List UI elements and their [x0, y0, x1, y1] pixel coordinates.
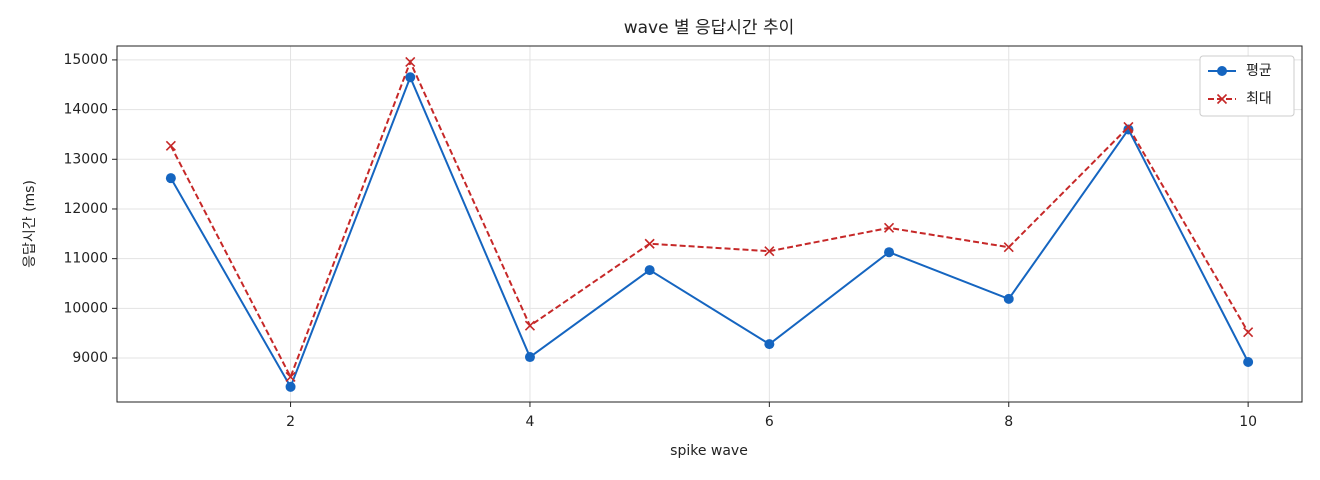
point	[644, 265, 655, 276]
y-tick-label: 11000	[63, 251, 108, 267]
point	[1123, 121, 1134, 133]
series-line	[169, 74, 1250, 390]
legend-marker	[1216, 93, 1228, 105]
point	[524, 352, 535, 363]
point	[165, 173, 176, 184]
point	[165, 140, 176, 151]
y-axis-label: 응답시간 (ms)	[22, 180, 38, 268]
x-tick-label: 8	[1004, 414, 1013, 430]
legend-label: 최대	[1246, 91, 1272, 107]
point	[524, 320, 536, 331]
point	[764, 339, 775, 350]
point	[1243, 327, 1254, 338]
y-tick-label: 13000	[63, 151, 108, 167]
point	[285, 371, 296, 382]
x-tick-label: 10	[1239, 414, 1257, 430]
chart-title: wave 별 응답시간 추이	[624, 18, 795, 38]
legend-label: 평균	[1246, 63, 1272, 79]
series-line	[169, 59, 1250, 380]
y-tick-label: 9000	[72, 350, 108, 366]
point	[405, 72, 416, 83]
y-tick-label: 10000	[63, 300, 108, 316]
x-tick-label: 4	[525, 414, 534, 430]
plot-frame	[116, 45, 1303, 403]
point	[644, 238, 655, 249]
x-tick-label: 6	[765, 414, 774, 430]
point	[405, 56, 416, 67]
x-tick-label: 2	[286, 414, 295, 430]
point	[764, 246, 775, 257]
point	[884, 247, 895, 258]
x-axis-label: spike wave	[670, 443, 748, 459]
point	[285, 381, 296, 392]
y-tick-label: 14000	[63, 102, 108, 118]
point	[1243, 357, 1254, 368]
point	[1003, 242, 1014, 253]
legend-marker	[1217, 66, 1227, 76]
point	[883, 222, 895, 233]
y-tick-label: 12000	[63, 201, 108, 217]
point	[1003, 293, 1014, 304]
y-tick-label: 15000	[63, 52, 108, 68]
